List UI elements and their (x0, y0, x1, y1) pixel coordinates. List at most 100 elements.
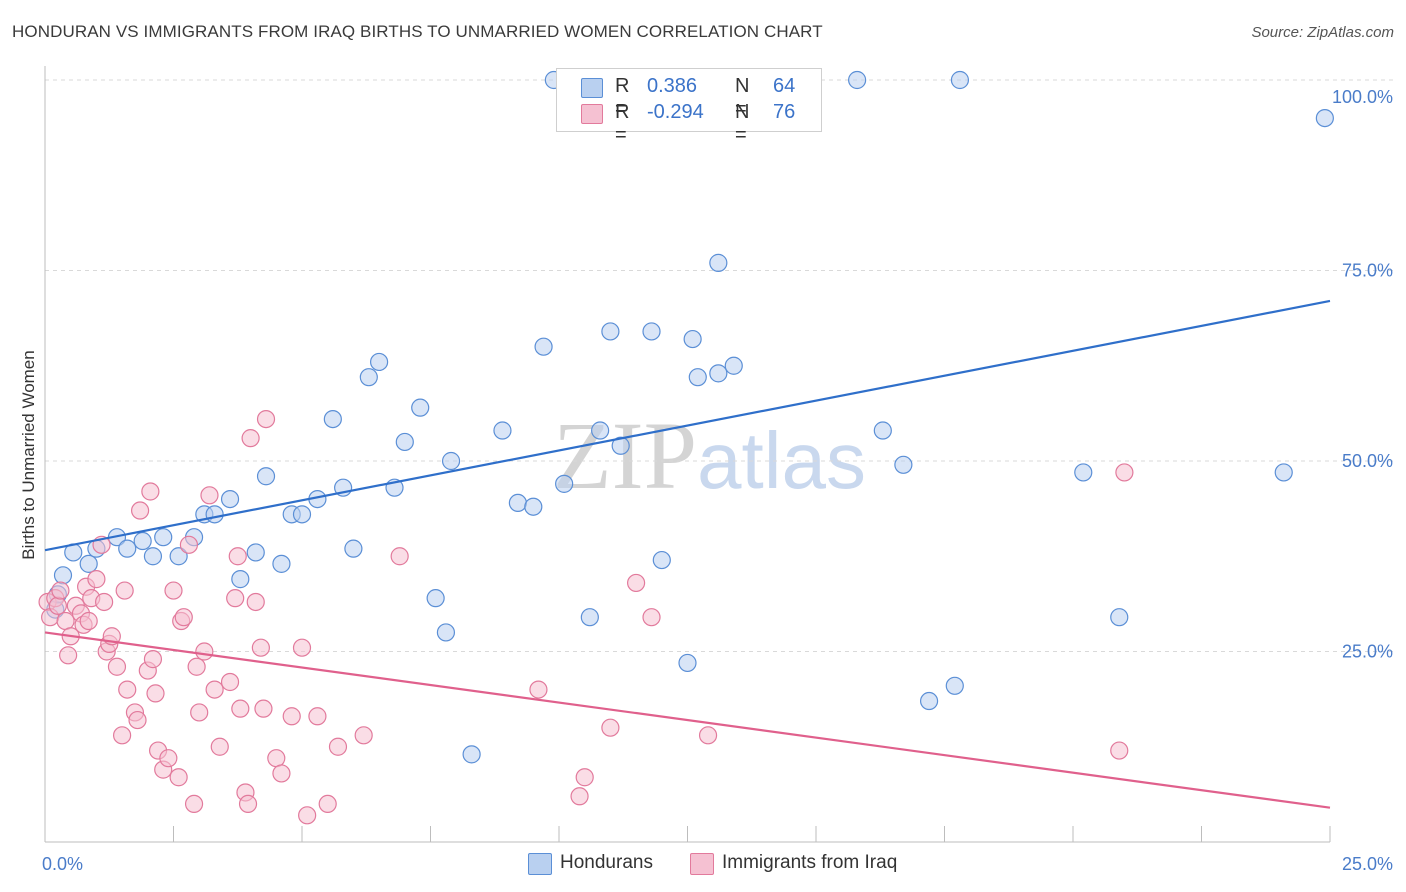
honduran-point (436, 623, 456, 642)
iraq-point (79, 611, 98, 631)
chart-source: Source: ZipAtlas.com (1251, 24, 1394, 41)
iraq-point (267, 749, 286, 768)
iraq-point (205, 680, 224, 699)
iraq-point (231, 699, 250, 718)
legend-r-label: R = (615, 75, 630, 120)
iraq-point (143, 650, 163, 669)
trend-lines (44, 299, 1331, 809)
honduran-point (169, 547, 188, 566)
honduran-point (534, 337, 553, 356)
honduran-point (53, 566, 73, 585)
iraq-point (130, 501, 150, 520)
legend-swatch-hondurans (581, 78, 603, 98)
data-points (38, 70, 1334, 825)
honduran-point (426, 589, 445, 608)
iraq-point (354, 726, 373, 745)
legend-n-label: N = (735, 75, 750, 120)
iraq-point (59, 646, 78, 665)
iraq-point (698, 726, 718, 745)
iraq-point (529, 680, 548, 699)
iraq-point (128, 710, 147, 730)
y-tick-label: 75.0% (1342, 261, 1393, 281)
legend-n-value: 64 (773, 75, 796, 97)
iraq-point (179, 535, 199, 554)
axes (44, 66, 1330, 843)
honduran-point (133, 531, 152, 551)
honduran-point (1110, 608, 1129, 627)
iraq-point (241, 429, 260, 448)
honduran-point (580, 608, 599, 627)
iraq-point (251, 638, 270, 657)
iraq-point (228, 547, 247, 566)
iraq-point (220, 672, 240, 692)
legend-r-value: -0.294 (647, 101, 704, 123)
honduran-point (724, 356, 743, 375)
iraq-point (256, 409, 276, 429)
honduran-point (950, 70, 970, 90)
x-tick-marks (173, 826, 1331, 842)
iraq-point (282, 707, 301, 726)
y-axis-label: Births to Unmarried Women (19, 350, 38, 559)
iraq-point (272, 764, 291, 783)
y-tick-label: 25.0% (1342, 642, 1393, 662)
iraq-point (146, 684, 165, 703)
iraq-point (292, 638, 312, 657)
legend-n-label: N = (735, 101, 750, 146)
tick-labels: 25.0% 50.0% 75.0% 100.0% 0.0% 25.0% (42, 87, 1393, 874)
iraq-point (56, 611, 75, 631)
honduran-point (118, 539, 137, 558)
honduran-point (246, 543, 265, 562)
honduran-point (441, 451, 461, 471)
iraq-point (87, 570, 106, 589)
honduran-point (256, 467, 276, 486)
honduran-point (272, 554, 291, 573)
honduran-point (370, 352, 389, 372)
honduran-point (508, 493, 527, 513)
iraq-point (118, 680, 137, 699)
iraq-point (164, 581, 183, 600)
correlation-legend: R = 0.386 N = 64 R = -0.294 N = 76 (556, 68, 822, 146)
iraq-point (48, 596, 67, 615)
honduran-point (524, 497, 543, 516)
honduran-point (359, 368, 378, 387)
honduran-point (292, 505, 312, 524)
honduran-point (1274, 463, 1293, 482)
honduran-point (344, 539, 363, 558)
iraq-point (390, 547, 409, 566)
iraq-point (318, 794, 337, 814)
iraq-point (112, 726, 132, 745)
honduran-point (683, 329, 702, 349)
honduran-point (462, 745, 481, 764)
iraq-point (51, 581, 70, 600)
honduran-point (611, 436, 630, 455)
iraq-point (159, 749, 178, 768)
iraq-point (200, 486, 219, 505)
honduran-point (143, 547, 163, 566)
honduran-point (205, 505, 224, 524)
series-label-hondurans: Hondurans (560, 852, 653, 873)
legend-swatch-iraq (581, 104, 603, 124)
iraq-point (308, 707, 327, 726)
iraq-point (195, 642, 214, 661)
honduran-point (231, 570, 250, 589)
honduran-point (79, 554, 98, 573)
iraq-point (254, 699, 273, 718)
iraq-point (238, 794, 258, 814)
honduran-point (919, 691, 939, 711)
iraq-point (184, 794, 204, 814)
iraq-point (174, 608, 193, 627)
honduran-point (1315, 108, 1334, 128)
honduran-point (411, 398, 430, 417)
y-tick-label: 100.0% (1332, 87, 1393, 107)
honduran-point (873, 421, 892, 440)
iraq-trend-line (44, 631, 1331, 809)
series-label-iraq: Immigrants from Iraq (722, 852, 898, 873)
honduran-point (678, 653, 697, 673)
honduran-point (642, 322, 661, 341)
iraq-point (642, 608, 661, 627)
honduran-point (154, 528, 173, 547)
honduran-point (945, 676, 964, 695)
legend-r-label: R = (615, 101, 630, 146)
series-swatch-iraq (690, 853, 714, 875)
